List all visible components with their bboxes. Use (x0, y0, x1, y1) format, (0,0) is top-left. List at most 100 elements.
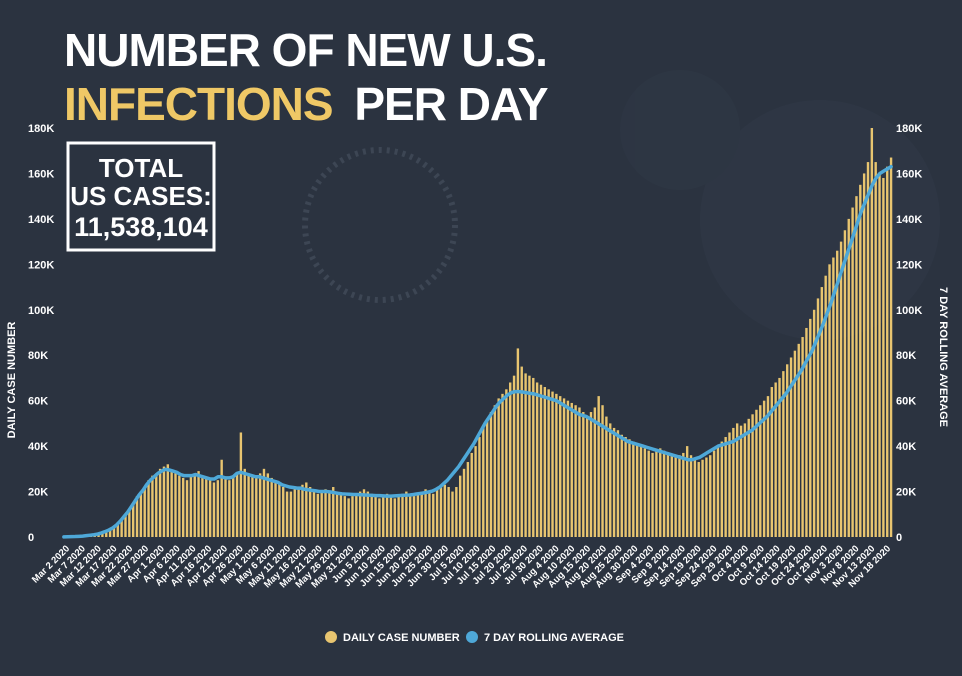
bar (643, 448, 647, 537)
bar (720, 441, 723, 537)
y-tick-right: 160K (896, 168, 922, 180)
y-tick-right: 140K (896, 214, 922, 226)
bar (870, 128, 874, 537)
bar (255, 477, 258, 537)
y-tick-left: 60K (28, 396, 48, 408)
bar (597, 396, 600, 537)
bar (739, 425, 743, 537)
bar (416, 493, 420, 537)
bar (135, 496, 139, 537)
bar (543, 387, 547, 537)
bar (755, 409, 758, 537)
bar (605, 416, 608, 537)
y-axis-ticks-right: 0 20K 40K 60K 80K 100K 120K 140K 160K 180K (896, 123, 922, 544)
bar (693, 459, 697, 537)
bar (412, 496, 416, 537)
bar (197, 471, 200, 537)
y-tick-right: 100K (896, 305, 922, 317)
bar (247, 473, 250, 537)
title-line-1: NUMBER OF NEW U.S. (64, 24, 547, 76)
bar (751, 414, 754, 537)
bar (258, 473, 262, 537)
bar (497, 398, 500, 537)
bar (747, 418, 750, 537)
bar (158, 468, 162, 537)
bar (451, 491, 454, 537)
bar (836, 250, 839, 537)
bar (232, 475, 235, 537)
bar (189, 475, 193, 537)
y-tick-right: 180K (896, 123, 922, 135)
bar (397, 496, 400, 537)
bar (285, 491, 289, 537)
bar (628, 439, 631, 537)
y-axis-ticks-left: 0 20K 40K 60K 80K 100K 120K 140K 160K 180K (28, 123, 54, 544)
bar (609, 423, 612, 537)
bar (735, 423, 739, 537)
rolling-average-series (62, 164, 893, 539)
y-tick-left: 140K (28, 214, 54, 226)
bar (824, 275, 827, 537)
bar (435, 489, 439, 537)
bar (458, 475, 462, 537)
bar (305, 482, 308, 537)
bar (574, 405, 577, 537)
bar (316, 493, 320, 537)
bar (559, 396, 562, 537)
bar (816, 298, 820, 537)
bar (320, 491, 323, 537)
bar (301, 484, 304, 537)
bar (612, 427, 616, 537)
bar (239, 432, 243, 537)
bar (582, 412, 585, 537)
bar (851, 207, 854, 537)
bar (151, 475, 154, 537)
y-tick-right: 120K (896, 259, 922, 271)
bar (208, 480, 212, 537)
bar (282, 487, 285, 537)
bar (274, 480, 277, 537)
y-tick-left: 40K (28, 441, 48, 453)
bar (389, 496, 393, 537)
y-tick-left: 180K (28, 123, 54, 135)
bar (424, 489, 427, 537)
y-tick-left: 20K (28, 487, 48, 499)
bar (666, 452, 670, 537)
bar (112, 526, 116, 537)
bar (193, 473, 196, 537)
bar (678, 455, 681, 537)
legend-bar-swatch (325, 631, 337, 643)
bar (639, 446, 643, 537)
bar (516, 348, 520, 537)
bar (659, 448, 662, 537)
bar (878, 173, 881, 537)
legend-bar-label: DAILY CASE NUMBER (343, 632, 460, 644)
bar (562, 398, 566, 537)
y-tick-right: 40K (896, 441, 916, 453)
bar (478, 437, 481, 537)
bar (374, 496, 377, 537)
bar (632, 441, 635, 537)
bar (405, 491, 408, 537)
bar-series (62, 128, 893, 538)
bar (862, 173, 866, 537)
bar (393, 498, 396, 537)
bar (155, 473, 158, 537)
bar (439, 484, 443, 537)
bar (528, 375, 531, 537)
bar (324, 489, 327, 537)
bar (793, 350, 797, 537)
bar (293, 489, 296, 537)
bar (408, 493, 412, 537)
bar (728, 432, 731, 537)
legend: DAILY CASE NUMBER 7 DAY ROLLING AVERAGE (325, 631, 624, 644)
bar (358, 491, 362, 537)
y-tick-left: 100K (28, 305, 54, 317)
bar (170, 471, 173, 537)
bar (266, 473, 270, 537)
bar (866, 162, 870, 537)
bar (624, 437, 627, 537)
bar (701, 459, 704, 537)
